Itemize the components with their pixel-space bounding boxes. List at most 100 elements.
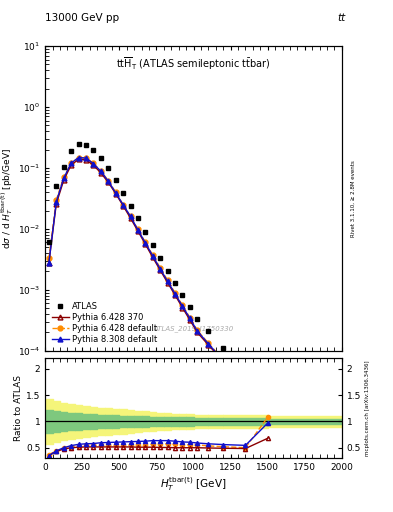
ATLAS	[113, 177, 118, 183]
Pythia 8.308 default	[165, 278, 170, 284]
ATLAS	[99, 155, 103, 161]
Pythia 6.428 default	[158, 265, 163, 271]
ATLAS	[195, 316, 200, 322]
Text: $\mathrm{tt}\overline{\mathrm{H}}_{\mathrm{T}}$ (ATLAS semileptonic t$\mathrm{\b: $\mathrm{tt}\overline{\mathrm{H}}_{\math…	[116, 55, 271, 72]
ATLAS	[84, 142, 88, 148]
ATLAS	[54, 183, 59, 189]
Pythia 6.428 370	[61, 177, 66, 183]
Pythia 6.428 default	[173, 290, 177, 296]
X-axis label: $H_T^{\mathrm{tbar(t)}}$ [GeV]: $H_T^{\mathrm{tbar(t)}}$ [GeV]	[160, 475, 227, 493]
Pythia 6.428 370	[173, 292, 177, 298]
Pythia 6.428 370	[99, 170, 103, 176]
Pythia 6.428 default	[195, 327, 200, 333]
Pythia 6.428 default	[187, 314, 192, 321]
Pythia 6.428 370	[46, 260, 51, 266]
Pythia 6.428 370	[143, 241, 148, 247]
Pythia 8.308 default	[54, 199, 59, 205]
ATLAS	[180, 292, 185, 298]
Pythia 6.428 370	[121, 203, 125, 209]
ATLAS	[91, 147, 96, 153]
Legend: ATLAS, Pythia 6.428 370, Pythia 6.428 default, Pythia 8.308 default: ATLAS, Pythia 6.428 370, Pythia 6.428 de…	[50, 300, 160, 347]
Line: Pythia 6.428 default: Pythia 6.428 default	[46, 155, 270, 403]
Pythia 8.308 default	[106, 178, 110, 184]
Pythia 6.428 370	[187, 317, 192, 323]
Pythia 6.428 default	[143, 239, 148, 245]
Pythia 8.308 default	[136, 227, 140, 233]
Text: 13000 GeV pp: 13000 GeV pp	[45, 13, 119, 23]
Pythia 8.308 default	[91, 160, 96, 166]
Line: Pythia 6.428 370: Pythia 6.428 370	[46, 157, 270, 405]
ATLAS	[165, 268, 170, 274]
Pythia 8.308 default	[84, 155, 88, 161]
Line: Pythia 8.308 default: Pythia 8.308 default	[46, 155, 270, 403]
Pythia 8.308 default	[173, 291, 177, 297]
ATLAS	[46, 239, 51, 245]
Pythia 6.428 default	[136, 226, 140, 232]
Pythia 8.308 default	[151, 253, 155, 259]
Pythia 8.308 default	[221, 357, 226, 364]
Pythia 6.428 default	[113, 189, 118, 195]
Pythia 8.308 default	[76, 155, 81, 161]
Pythia 8.308 default	[158, 266, 163, 272]
Pythia 6.428 370	[180, 305, 185, 311]
Pythia 8.308 default	[143, 240, 148, 246]
Pythia 6.428 370	[221, 358, 226, 365]
ATLAS	[243, 365, 248, 371]
ATLAS	[143, 228, 148, 234]
Pythia 6.428 default	[91, 160, 96, 166]
Pythia 8.308 default	[69, 160, 73, 166]
Pythia 8.308 default	[195, 328, 200, 334]
Pythia 6.428 default	[106, 178, 110, 184]
Y-axis label: Ratio to ATLAS: Ratio to ATLAS	[14, 375, 23, 441]
ATLAS	[106, 165, 110, 172]
ATLAS	[61, 163, 66, 169]
Pythia 6.428 370	[54, 201, 59, 207]
ATLAS	[121, 190, 125, 196]
Pythia 6.428 default	[180, 302, 185, 308]
Pythia 6.428 370	[243, 379, 248, 386]
Pythia 6.428 default	[151, 252, 155, 258]
Pythia 6.428 370	[106, 179, 110, 185]
Pythia 6.428 370	[69, 162, 73, 168]
Pythia 6.428 default	[69, 160, 73, 166]
ATLAS	[265, 380, 270, 387]
Pythia 8.308 default	[128, 214, 133, 220]
Pythia 6.428 370	[136, 228, 140, 234]
Pythia 8.308 default	[180, 303, 185, 309]
Pythia 8.308 default	[206, 340, 211, 347]
Pythia 6.428 370	[76, 156, 81, 162]
Pythia 8.308 default	[243, 379, 248, 385]
Text: ATLAS_2019_I1750330: ATLAS_2019_I1750330	[153, 326, 234, 332]
ATLAS	[187, 304, 192, 310]
Pythia 8.308 default	[61, 175, 66, 181]
Pythia 6.428 default	[221, 357, 226, 363]
ATLAS	[128, 203, 133, 209]
Pythia 8.308 default	[99, 168, 103, 175]
Pythia 6.428 default	[206, 340, 211, 346]
Y-axis label: mcplots.cern.ch [arXiv:1306.3436]: mcplots.cern.ch [arXiv:1306.3436]	[365, 360, 370, 456]
Pythia 6.428 default	[46, 255, 51, 261]
Pythia 6.428 370	[84, 157, 88, 163]
Pythia 6.428 370	[265, 400, 270, 406]
Pythia 6.428 370	[151, 254, 155, 261]
Pythia 6.428 default	[76, 155, 81, 161]
Pythia 6.428 default	[84, 155, 88, 161]
Pythia 6.428 default	[165, 278, 170, 284]
Pythia 8.308 default	[265, 398, 270, 404]
Pythia 6.428 default	[265, 398, 270, 404]
Line: ATLAS: ATLAS	[46, 142, 270, 386]
Pythia 6.428 370	[158, 267, 163, 273]
ATLAS	[76, 141, 81, 147]
ATLAS	[221, 345, 226, 351]
ATLAS	[151, 242, 155, 248]
Pythia 6.428 370	[91, 162, 96, 168]
ATLAS	[173, 280, 177, 286]
Pythia 8.308 default	[113, 190, 118, 196]
Text: tt: tt	[338, 13, 346, 23]
Pythia 6.428 370	[195, 329, 200, 335]
ATLAS	[206, 328, 211, 334]
ATLAS	[158, 255, 163, 261]
ATLAS	[69, 148, 73, 154]
Pythia 8.308 default	[121, 202, 125, 208]
Pythia 6.428 370	[165, 280, 170, 286]
